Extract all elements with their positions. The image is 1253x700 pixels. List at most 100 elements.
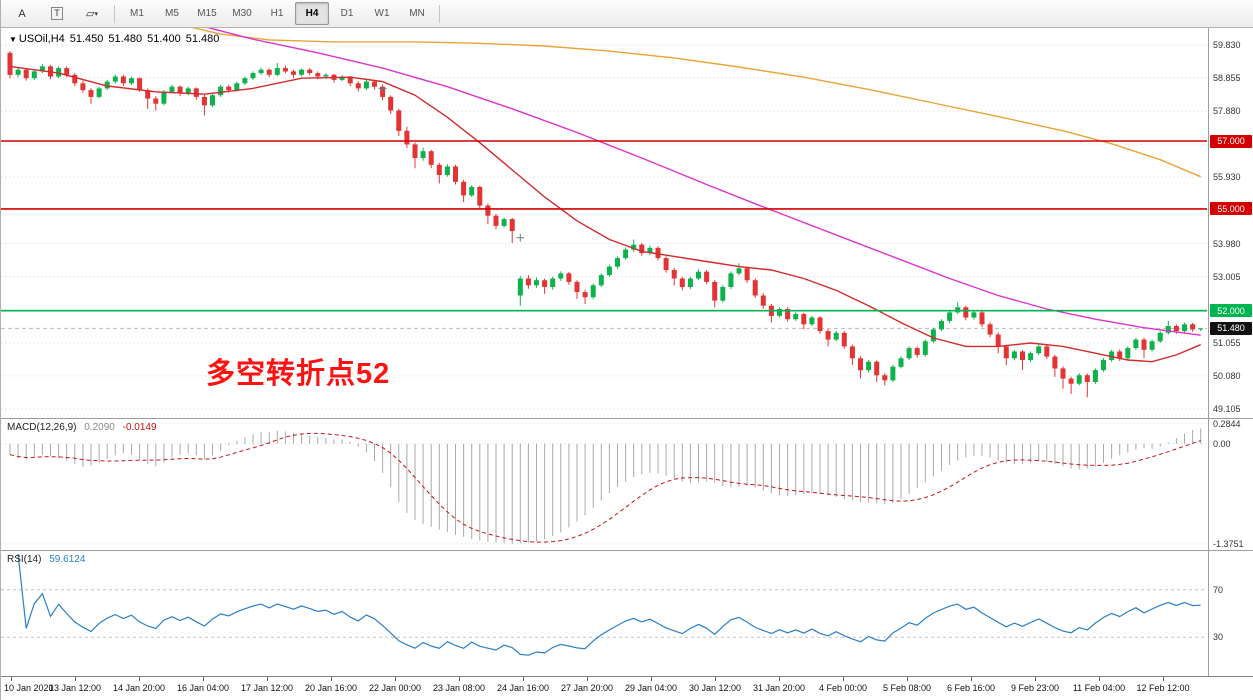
candle	[963, 307, 969, 318]
timeframe-button-m5[interactable]: M5	[165, 8, 179, 19]
time-axis-label: 24 Jan 16:00	[496, 683, 550, 693]
macd-axis[interactable]: 0.2844 0.00 -1.3751	[1208, 419, 1253, 550]
time-tick	[203, 677, 204, 681]
candle	[1036, 346, 1042, 354]
price-axis-label: 59.830	[1213, 39, 1241, 50]
candle	[995, 334, 1001, 347]
candle	[112, 76, 118, 82]
shapes-tool-button[interactable]: ▱ ▾	[86, 8, 98, 20]
candle	[971, 312, 977, 318]
time-tick	[715, 677, 716, 681]
timeframe-button-mn[interactable]: MN	[409, 8, 425, 19]
macd-name: MACD(12,26,9)	[7, 422, 77, 433]
time-tick	[779, 677, 780, 681]
time-axis[interactable]: 10 Jan 2020 13 Jan 12:00 14 Jan 20:00 16 Ja…	[1, 676, 1253, 700]
candle	[153, 98, 159, 104]
candle	[639, 244, 645, 254]
price-badge-55.000: 55.000	[1210, 202, 1252, 216]
candle	[396, 110, 402, 131]
candle	[120, 76, 126, 84]
text-tool-button[interactable]: T	[40, 2, 74, 25]
candle	[939, 320, 944, 330]
candle	[266, 69, 272, 75]
ma-mid-magenta	[206, 28, 1201, 336]
candle	[582, 292, 588, 298]
candle	[453, 166, 458, 182]
time-axis-label: 10 Jan 2020	[4, 683, 54, 693]
candle	[752, 280, 758, 296]
candle	[323, 74, 329, 77]
candle	[185, 88, 191, 94]
candle	[1044, 346, 1050, 357]
cursor-tool-button[interactable]: A	[18, 7, 26, 20]
candle	[404, 130, 410, 145]
candle	[1068, 378, 1074, 384]
macd-panel[interactable]: MACD(12,26,9) 0.2090 -0.0149 0.2844 0.00 -…	[1, 418, 1253, 550]
time-axis-label: 12 Feb 12:00	[1136, 683, 1190, 693]
macd-main-value: 0.2090	[84, 422, 115, 433]
chart-dropdown-icon[interactable]: ▼	[9, 34, 17, 44]
timeframe-button-m1[interactable]: M1	[130, 8, 144, 19]
time-tick	[651, 677, 652, 681]
candle	[890, 366, 896, 381]
candle	[906, 348, 912, 359]
timeframe-button-d1[interactable]: D1	[340, 8, 354, 19]
rsi-axis-label: 30	[1213, 632, 1224, 643]
candle	[655, 247, 661, 259]
rsi-axis[interactable]: 70 30	[1208, 551, 1253, 676]
candle	[56, 68, 62, 77]
rsi-panel[interactable]: RSI(14) 59.6124 70 30	[1, 550, 1253, 676]
time-axis-label: 5 Feb 08:00	[882, 683, 932, 693]
macd-plot[interactable]	[1, 419, 1207, 550]
main-chart-plot[interactable]	[1, 28, 1207, 418]
time-tick	[523, 677, 524, 681]
time-tick	[1099, 677, 1100, 681]
main-chart-panel[interactable]: ▼ USOil,H4 51.450 51.480 51.400 51.480 多…	[1, 28, 1253, 418]
timeframe-button-w1[interactable]: W1	[374, 8, 390, 19]
candle	[558, 273, 564, 279]
candle	[1003, 346, 1009, 359]
timeframe-button-h1[interactable]: H1	[270, 8, 284, 19]
price-axis-label: 53.005	[1213, 271, 1241, 282]
candle	[623, 249, 629, 259]
candle	[1173, 326, 1179, 332]
candle	[598, 275, 604, 286]
candle	[258, 69, 264, 74]
macd-axis-label: 0.2844	[1213, 419, 1241, 429]
candle	[291, 71, 296, 75]
rsi-value: 59.6124	[49, 554, 86, 565]
candle	[1198, 328, 1204, 330]
candle	[955, 307, 961, 313]
cross-marker	[516, 233, 525, 242]
candle	[315, 73, 321, 77]
candle	[104, 81, 110, 89]
chart-close-value: 51.480	[185, 33, 220, 45]
timeframe-button-m30[interactable]: M30	[232, 8, 252, 19]
chart-high-value: 51.480	[108, 33, 143, 45]
candle	[15, 69, 21, 75]
candle	[606, 266, 612, 276]
time-axis-label: 23 Jan 08:00	[432, 683, 486, 693]
rsi-plot[interactable]	[1, 551, 1207, 676]
candle	[218, 86, 224, 96]
time-axis-label: 11 Feb 04:00	[1072, 683, 1126, 693]
time-tick	[395, 677, 396, 681]
main-price-axis[interactable]: 59.83058.85557.88056.90555.93054.95553.9…	[1208, 28, 1253, 418]
candle	[137, 78, 143, 91]
candle	[80, 83, 86, 91]
time-axis-label: 30 Jan 12:00	[688, 683, 742, 693]
candle	[210, 95, 215, 106]
timeframe-button-h4[interactable]: H4	[295, 2, 329, 25]
price-axis-label: 55.930	[1213, 172, 1241, 183]
candle	[866, 361, 872, 371]
candle	[1117, 351, 1123, 359]
candle	[250, 73, 256, 79]
candle	[517, 278, 523, 296]
candle	[566, 273, 572, 282]
timeframe-button-m15[interactable]: M15	[197, 8, 217, 19]
candle	[1060, 368, 1066, 379]
candle	[736, 268, 742, 274]
candle	[72, 74, 78, 84]
time-tick	[1163, 677, 1164, 681]
candle	[177, 86, 183, 94]
